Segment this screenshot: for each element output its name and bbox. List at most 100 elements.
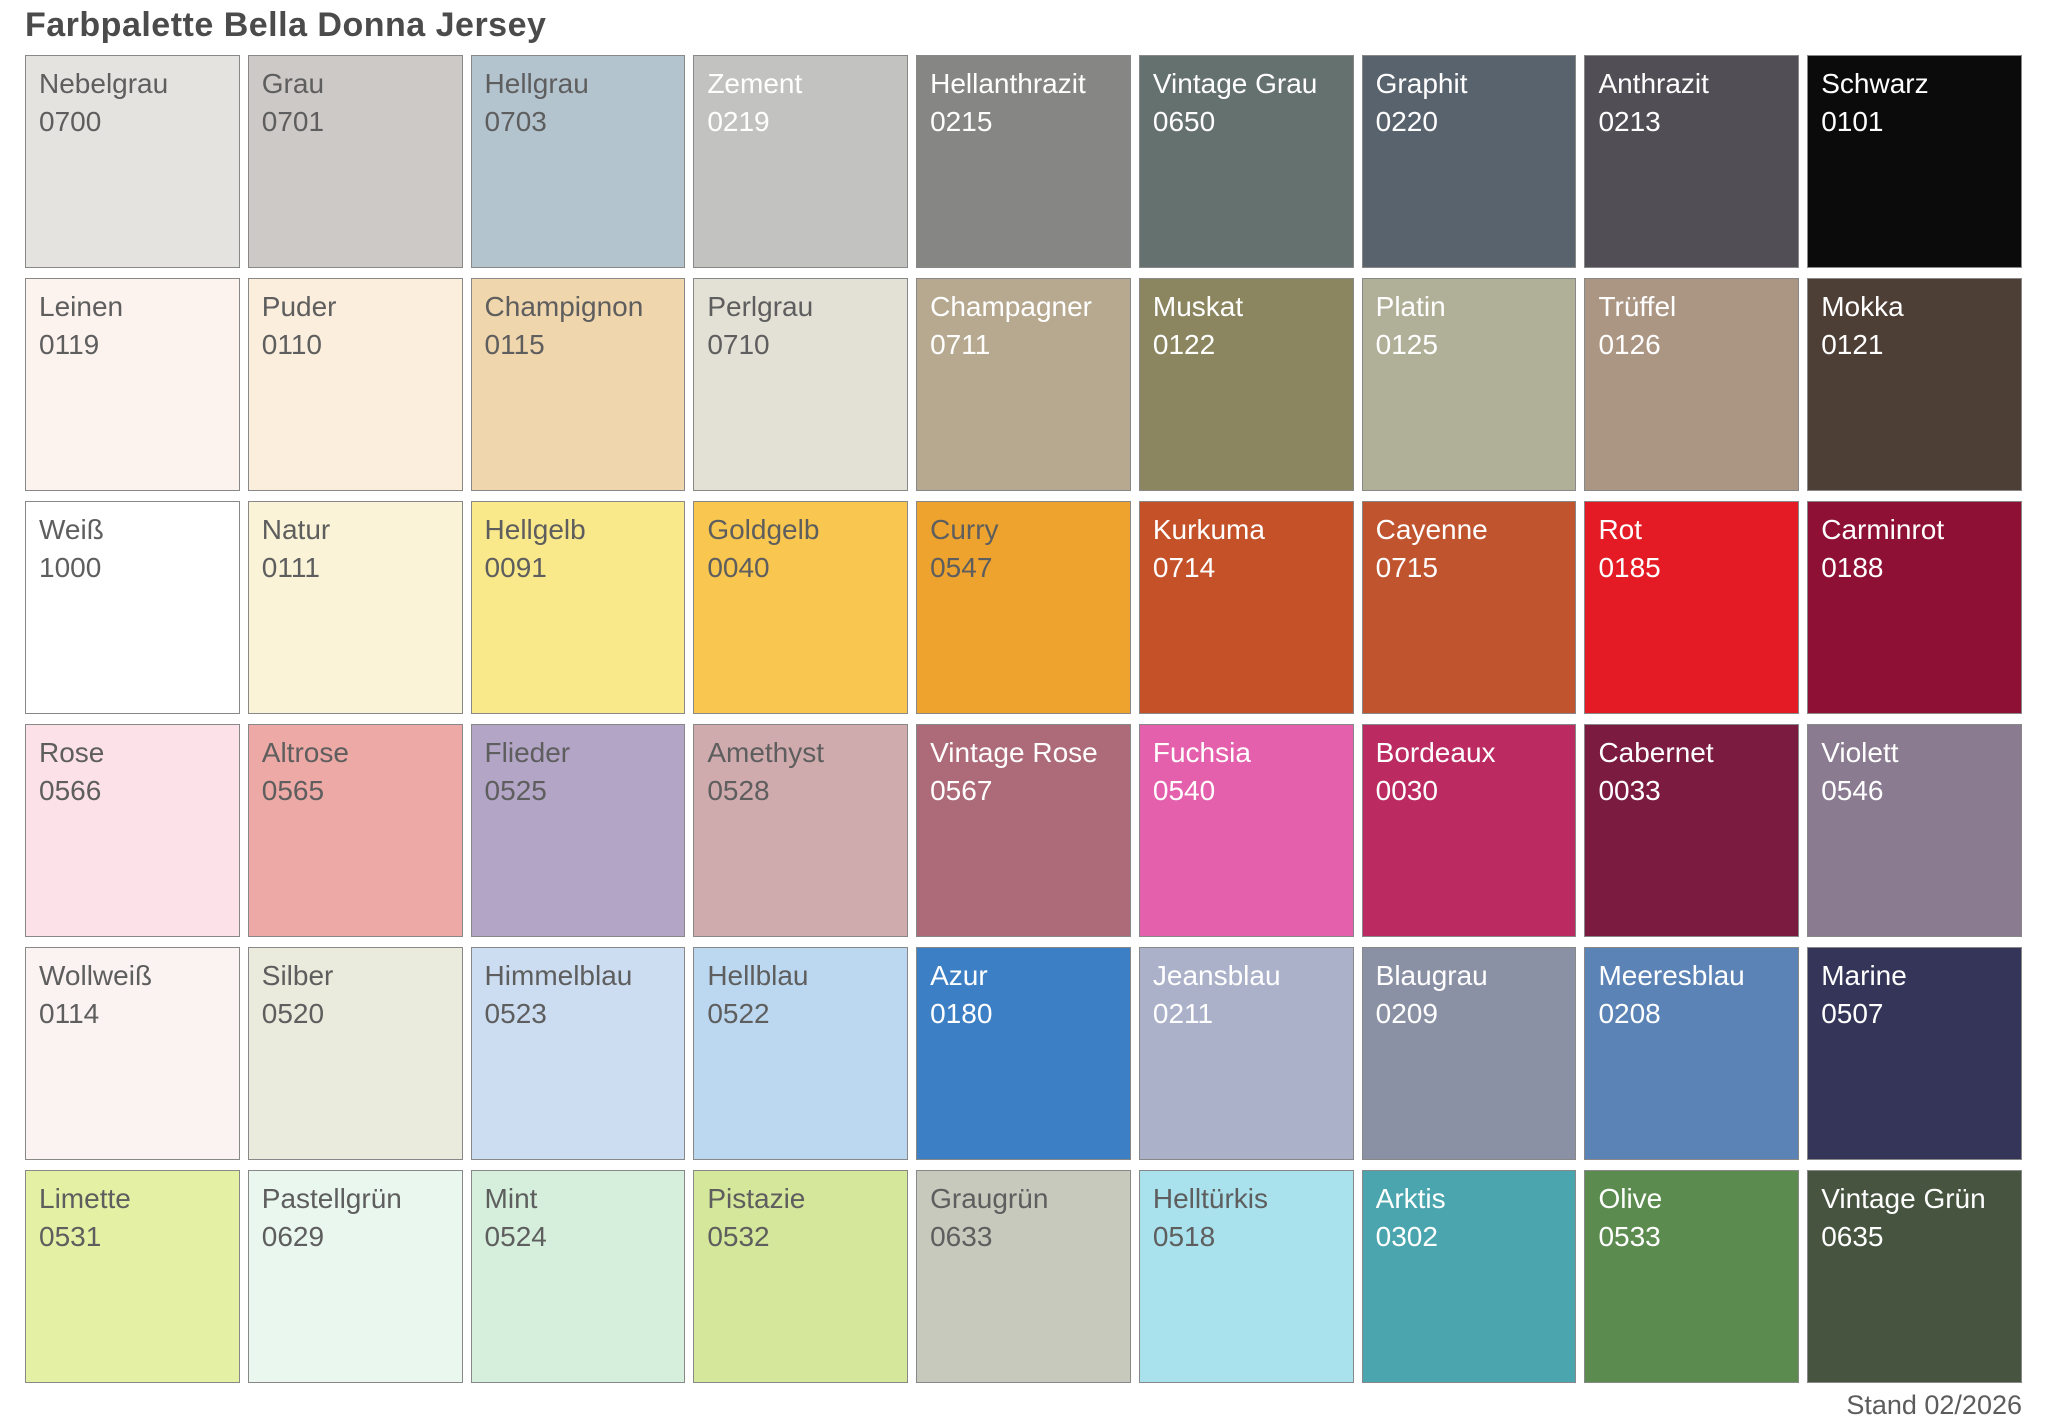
swatch-name: Rot <box>1598 514 1643 545</box>
swatch-name: Marine <box>1821 960 1907 991</box>
swatch-code: 0715 <box>1375 552 1438 583</box>
color-swatch-0185: Rot 0185 <box>1584 501 1800 714</box>
color-swatch-0700: Nebelgrau 0700 <box>25 55 240 268</box>
swatch-name: Platin <box>1375 291 1446 322</box>
swatch-code: 0121 <box>1821 329 1884 360</box>
color-swatch-0524: Mint 0524 <box>470 1170 686 1383</box>
swatch-code: 0540 <box>1152 775 1216 806</box>
color-swatch-0518: Helltürkis 0518 <box>1138 1170 1354 1383</box>
swatch-code: 0219 <box>707 106 770 137</box>
color-swatch-1000: Weiß 1000 <box>25 501 240 714</box>
swatch-code: 0114 <box>39 998 100 1029</box>
swatch-name: Cabernet <box>1598 737 1714 768</box>
swatch-name: Cayenne <box>1375 514 1488 545</box>
swatch-name: Helltürkis <box>1152 1183 1269 1214</box>
swatch-code: 0101 <box>1821 106 1884 137</box>
swatch-code: 0546 <box>1821 775 1884 806</box>
swatch-code: 0711 <box>930 329 991 360</box>
swatch-code: 0185 <box>1598 552 1661 583</box>
swatch-code: 0547 <box>930 552 993 583</box>
swatch-code: 0565 <box>261 775 325 806</box>
swatch-code: 0633 <box>930 1221 993 1252</box>
swatch-code: 0650 <box>1152 106 1216 137</box>
swatch-code: 0030 <box>1375 775 1438 806</box>
color-swatch-0302: Arktis 0302 <box>1361 1170 1577 1383</box>
swatch-name: Rose <box>39 737 105 768</box>
color-swatch-0531: Limette 0531 <box>25 1170 240 1383</box>
swatch-code: 0220 <box>1375 106 1438 137</box>
color-swatch-0546: Violett 0546 <box>1807 724 2022 937</box>
swatch-code: 0525 <box>484 775 547 806</box>
swatch-code: 0126 <box>1598 329 1661 360</box>
swatch-name: Graphit <box>1375 68 1468 99</box>
swatch-code: 0567 <box>930 775 993 806</box>
page-title: Farbpalette Bella Donna Jersey <box>25 6 547 44</box>
color-swatch-0711: Champagner 0711 <box>916 278 1131 491</box>
swatch-name: Limette <box>39 1183 131 1214</box>
swatch-code: 0091 <box>484 552 547 583</box>
swatch-name: Meeresblau <box>1598 960 1745 991</box>
swatch-code: 0507 <box>1821 998 1884 1029</box>
swatch-code: 0522 <box>707 998 770 1029</box>
revision-date: Stand 02/2026 <box>1846 1390 2022 1420</box>
color-swatch-0208: Meeresblau 0208 <box>1584 947 1800 1160</box>
color-swatch-0033: Cabernet 0033 <box>1584 724 1800 937</box>
swatch-code: 0125 <box>1375 329 1438 360</box>
swatch-name: Hellanthrazit <box>930 68 1086 99</box>
swatch-name: Vintage Grün <box>1821 1183 1986 1214</box>
swatch-code: 0211 <box>1152 998 1214 1029</box>
swatch-code: 0523 <box>484 998 547 1029</box>
swatch-name: Curry <box>930 514 999 545</box>
swatch-code: 0629 <box>261 1221 325 1252</box>
swatch-name: Bordeaux <box>1375 737 1496 768</box>
swatch-name: Muskat <box>1152 291 1244 322</box>
swatch-name: Mint <box>484 1183 538 1214</box>
swatch-name: Champagner <box>930 291 1092 322</box>
swatch-name: Altrose <box>261 737 349 768</box>
color-swatch-0525: Flieder 0525 <box>470 724 686 937</box>
swatch-code: 0520 <box>261 998 325 1029</box>
swatch-code: 0033 <box>1598 775 1661 806</box>
color-swatch-0213: Anthrazit 0213 <box>1584 55 1800 268</box>
color-swatch-0121: Mokka 0121 <box>1807 278 2022 491</box>
color-swatch-0114: Wollweiß 0114 <box>25 947 240 1160</box>
color-swatch-0528: Amethyst 0528 <box>693 724 909 937</box>
swatch-code: 0188 <box>1821 552 1884 583</box>
color-swatch-0122: Muskat 0122 <box>1138 278 1354 491</box>
swatch-name: Perlgrau <box>707 291 814 322</box>
color-swatch-0629: Pastellgrün 0629 <box>247 1170 463 1383</box>
swatch-code: 0533 <box>1598 1221 1661 1252</box>
color-swatch-0215: Hellanthrazit 0215 <box>916 55 1131 268</box>
swatch-name: Anthrazit <box>1598 68 1709 99</box>
swatch-name: Trüffel <box>1598 291 1677 322</box>
color-swatch-0119: Leinen 0119 <box>25 278 240 491</box>
color-swatch-0125: Platin 0125 <box>1361 278 1577 491</box>
swatch-code: 0701 <box>261 106 325 137</box>
color-swatch-0540: Fuchsia 0540 <box>1138 724 1354 937</box>
swatch-name: Carminrot <box>1821 514 1945 545</box>
swatch-name: Flieder <box>484 737 571 768</box>
color-swatch-0520: Silber 0520 <box>247 947 463 1160</box>
swatch-code: 1000 <box>39 552 102 583</box>
color-swatch-0533: Olive 0533 <box>1584 1170 1800 1383</box>
swatch-name: Goldgelb <box>707 514 820 545</box>
swatch-name: Violett <box>1821 737 1899 768</box>
color-swatch-0715: Cayenne 0715 <box>1361 501 1577 714</box>
swatch-name: Pistazie <box>707 1183 806 1214</box>
color-swatch-0633: Graugrün 0633 <box>916 1170 1131 1383</box>
swatch-name: Puder <box>261 291 337 322</box>
color-swatch-0101: Schwarz 0101 <box>1807 55 2022 268</box>
swatch-code: 0532 <box>707 1221 770 1252</box>
color-swatch-0547: Curry 0547 <box>916 501 1131 714</box>
color-swatch-0714: Kurkuma 0714 <box>1138 501 1354 714</box>
swatch-name: Zement <box>707 68 803 99</box>
swatch-name: Wollweiß <box>39 960 153 991</box>
swatch-name: Arktis <box>1375 1183 1446 1214</box>
swatch-name: Champignon <box>484 291 644 322</box>
color-swatch-0532: Pistazie 0532 <box>693 1170 909 1383</box>
swatch-name: Mokka <box>1821 291 1904 322</box>
swatch-code: 0213 <box>1598 106 1661 137</box>
swatch-name: Azur <box>930 960 988 991</box>
color-swatch-0220: Graphit 0220 <box>1361 55 1577 268</box>
swatch-name: Schwarz <box>1821 68 1929 99</box>
